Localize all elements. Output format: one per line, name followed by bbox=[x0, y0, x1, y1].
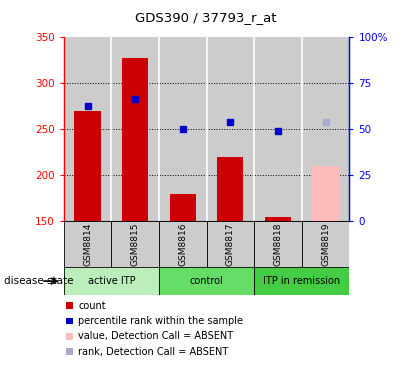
Text: rank, Detection Call = ABSENT: rank, Detection Call = ABSENT bbox=[78, 347, 229, 357]
Bar bbox=[254, 267, 349, 295]
Text: GSM8815: GSM8815 bbox=[131, 223, 140, 266]
Text: GSM8818: GSM8818 bbox=[273, 223, 282, 266]
Bar bbox=[159, 267, 254, 295]
Bar bbox=[254, 221, 302, 267]
Bar bbox=[302, 37, 349, 221]
Text: disease state: disease state bbox=[4, 276, 74, 286]
Bar bbox=[302, 221, 349, 267]
Bar bbox=[265, 217, 291, 221]
Text: GDS390 / 37793_r_at: GDS390 / 37793_r_at bbox=[135, 11, 276, 24]
Bar bbox=[64, 267, 159, 295]
Bar bbox=[217, 157, 243, 221]
Text: value, Detection Call = ABSENT: value, Detection Call = ABSENT bbox=[78, 331, 233, 341]
Bar bbox=[64, 221, 111, 267]
Bar bbox=[170, 194, 196, 221]
Text: control: control bbox=[189, 276, 224, 286]
Text: count: count bbox=[78, 300, 106, 311]
Bar bbox=[206, 37, 254, 221]
Text: ITP in remission: ITP in remission bbox=[263, 276, 340, 286]
Text: percentile rank within the sample: percentile rank within the sample bbox=[78, 316, 243, 326]
Text: GSM8814: GSM8814 bbox=[83, 223, 92, 266]
Bar bbox=[122, 58, 148, 221]
Bar bbox=[111, 221, 159, 267]
Bar bbox=[74, 111, 101, 221]
Text: GSM8816: GSM8816 bbox=[178, 223, 187, 266]
Bar bbox=[111, 37, 159, 221]
Text: active ITP: active ITP bbox=[88, 276, 135, 286]
Bar bbox=[159, 37, 206, 221]
Bar bbox=[254, 37, 302, 221]
Bar bbox=[312, 166, 339, 221]
Text: GSM8817: GSM8817 bbox=[226, 223, 235, 266]
Bar bbox=[206, 221, 254, 267]
Text: GSM8819: GSM8819 bbox=[321, 223, 330, 266]
Bar bbox=[64, 37, 111, 221]
Bar bbox=[159, 221, 206, 267]
